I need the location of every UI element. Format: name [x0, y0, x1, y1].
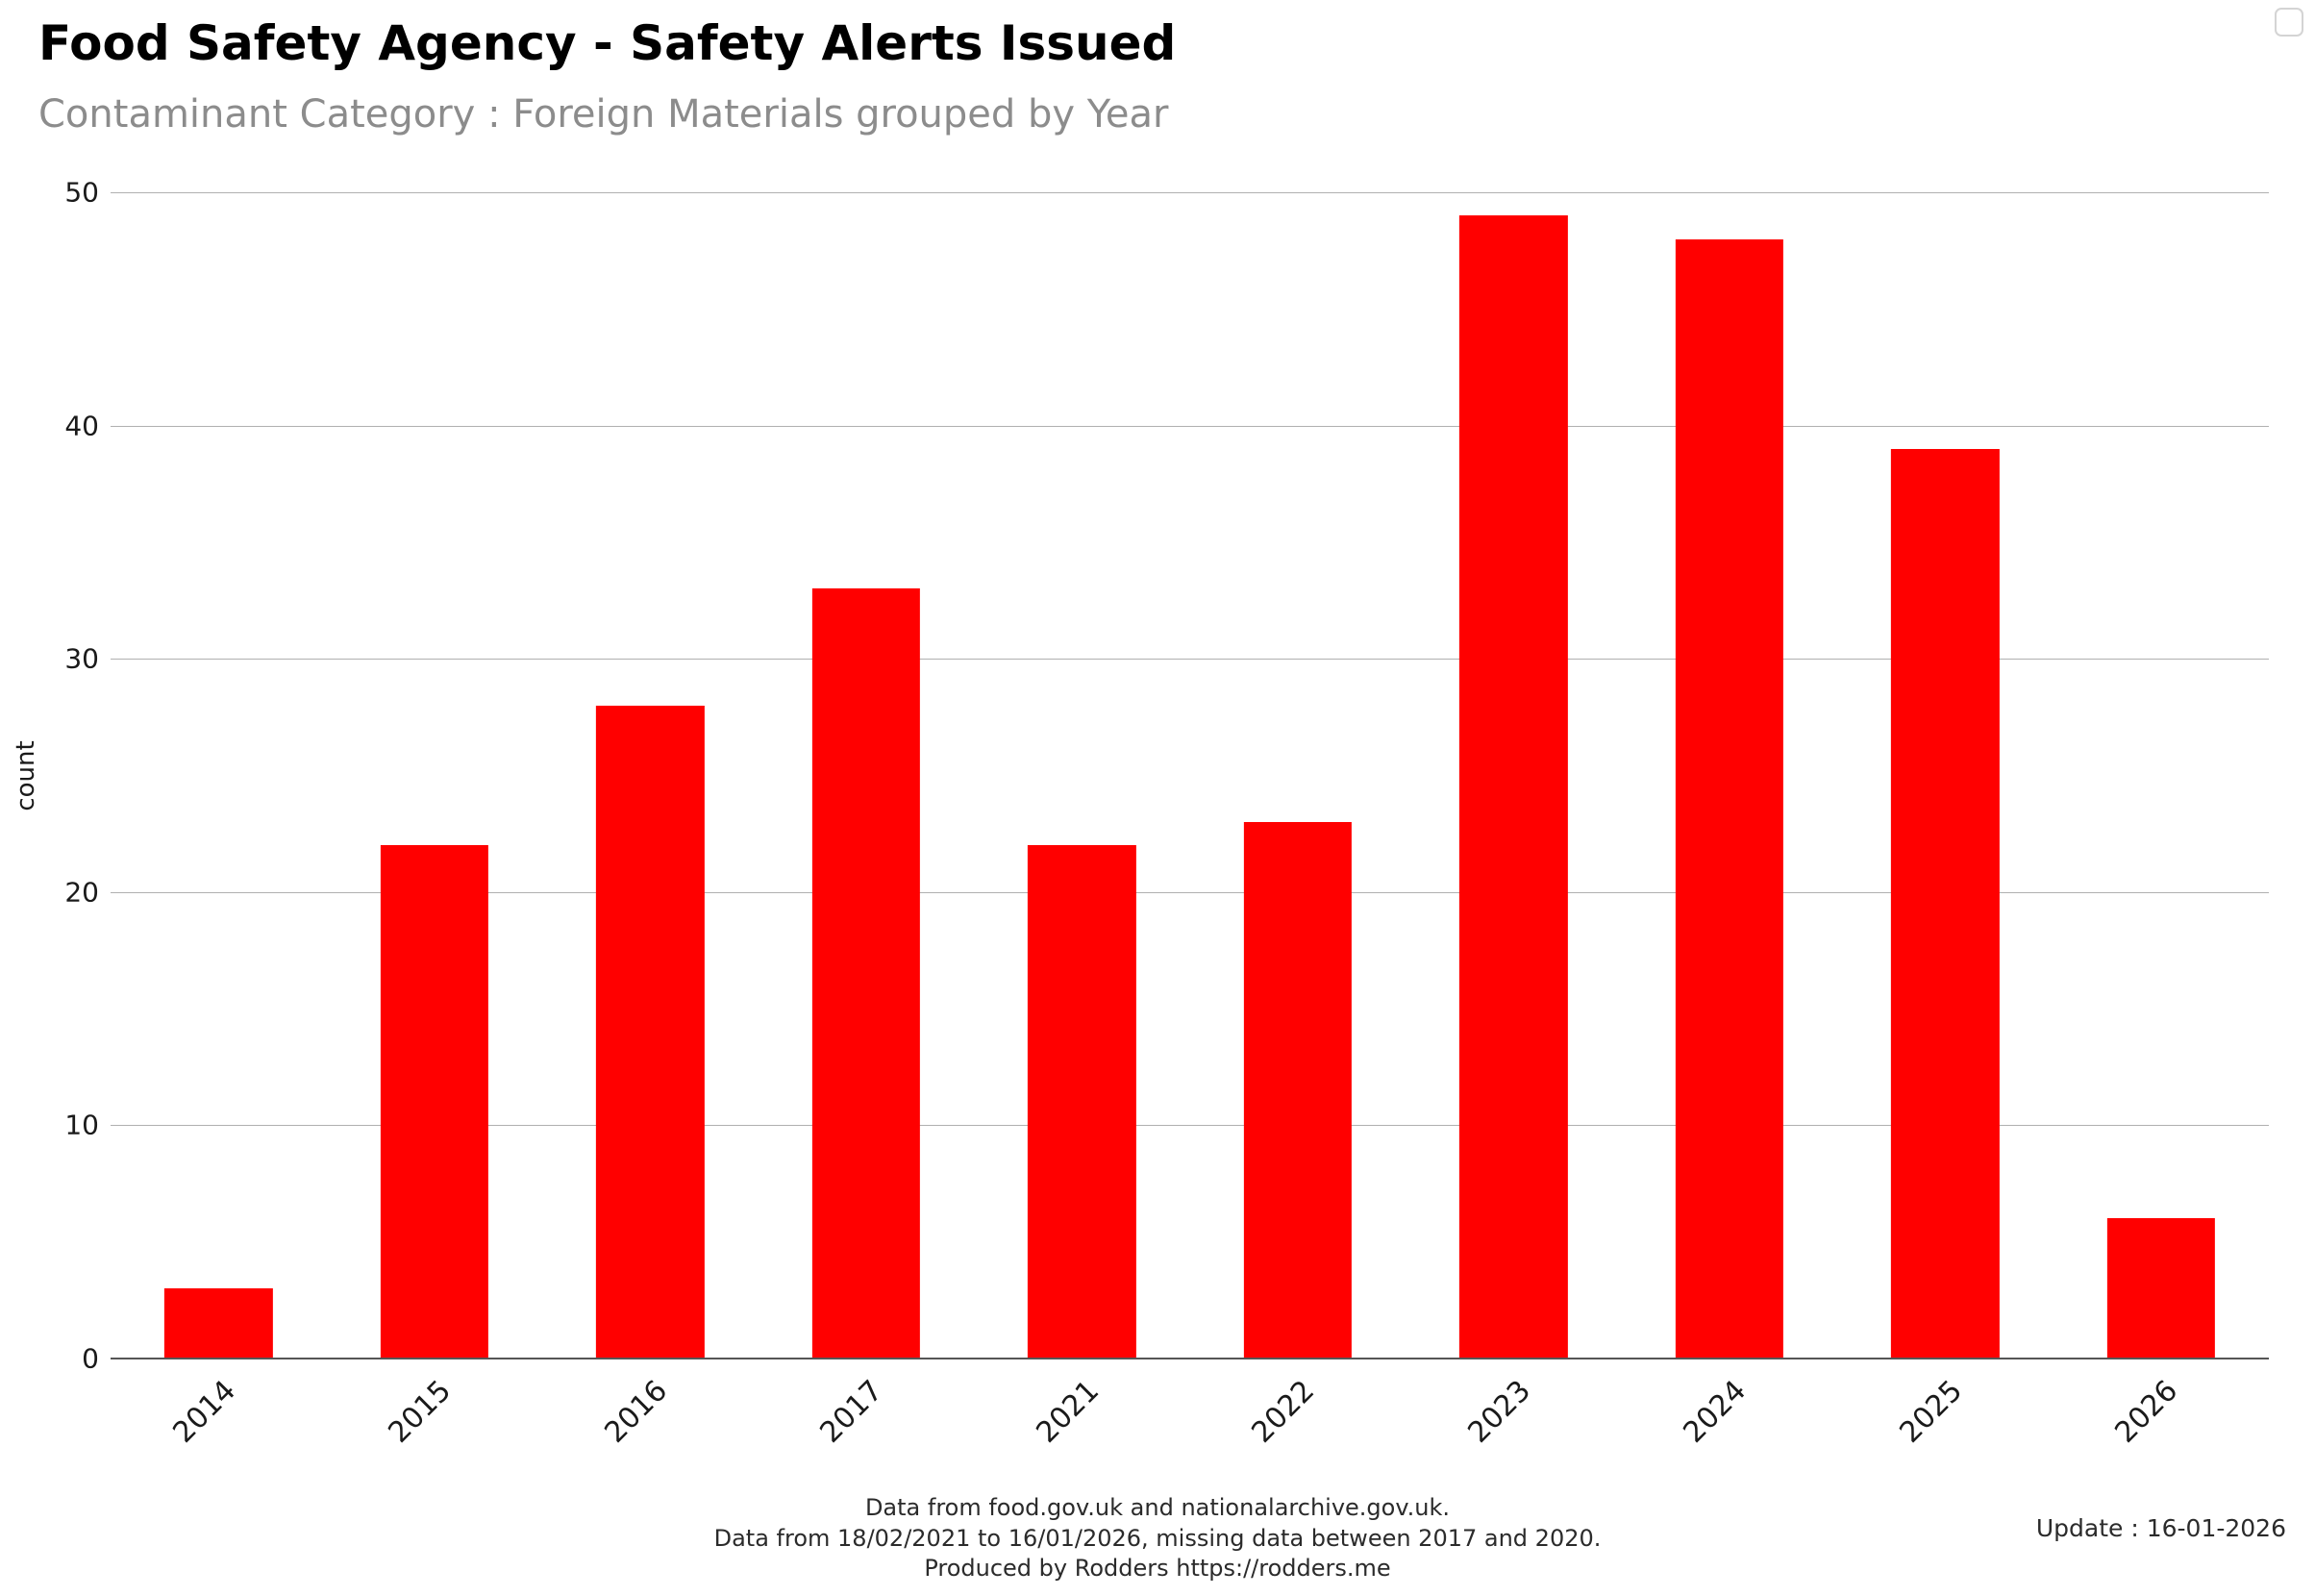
gridline-30: [111, 659, 2269, 661]
y-axis-labels: 0 10 20 30 40 50: [36, 177, 99, 1375]
y-tick-label-10: 10: [64, 1109, 99, 1141]
y-tick-label-40: 40: [64, 410, 99, 442]
bar-2026: [2106, 1218, 2215, 1359]
y-axis-title: count: [12, 739, 40, 811]
bar-2022: [1243, 822, 1352, 1359]
gridline-50: [111, 192, 2269, 193]
footer-line-2: Data from 18/02/2021 to 16/01/2026, miss…: [713, 1524, 1602, 1552]
y-tick-label-30: 30: [64, 642, 99, 675]
gridline-20: [111, 891, 2269, 893]
x-tick-label-2017: 2017: [813, 1374, 890, 1450]
x-tick-label-2025: 2025: [1893, 1374, 1969, 1450]
x-axis-line: [111, 1358, 2269, 1359]
bar-2021: [1028, 845, 1136, 1359]
y-tick-label-50: 50: [64, 176, 99, 209]
x-tick-label-2015: 2015: [382, 1374, 459, 1450]
x-tick-label-2022: 2022: [1245, 1374, 1322, 1450]
x-axis-labels: 2014 2015 2016 2017 2021 2022 2023 2024 2025 2026: [111, 1359, 2269, 1474]
bar-2016: [596, 705, 705, 1359]
gridline-10: [111, 1125, 2269, 1127]
plot-area: 0 10 20 30 40 50 2014 2015 2016 2017 2021 2022 2023…: [12, 177, 2269, 1450]
x-tick-label-2026: 2026: [2108, 1374, 2185, 1450]
footer-line-3: Produced by Rodders https://rodders.me: [924, 1555, 1391, 1583]
bar-2025: [1891, 448, 2000, 1359]
chart-subtitle: Contaminant Category : Foreign Materials…: [38, 92, 1169, 137]
bar-2024: [1675, 238, 1783, 1359]
bar-2017: [811, 588, 920, 1359]
bar-2015: [380, 845, 488, 1359]
x-tick-label-2014: 2014: [166, 1374, 242, 1450]
chart-title: Food Safety Agency - Safety Alerts Issue…: [38, 15, 1177, 71]
gridlines: [111, 192, 2269, 1359]
bar-2023: [1459, 215, 1568, 1359]
x-tick-label-2024: 2024: [1677, 1374, 1754, 1450]
y-tick-label-0: 0: [82, 1342, 99, 1375]
footer-line-1: Data from food.gov.uk and nationalarchiv…: [864, 1493, 1451, 1521]
x-tick-label-2021: 2021: [1030, 1374, 1106, 1450]
bars: [111, 192, 2269, 1359]
x-tick-label-2016: 2016: [598, 1374, 674, 1450]
update-note: Update : 16-01-2026: [2035, 1514, 2286, 1542]
bar-2014: [164, 1288, 273, 1359]
gridline-40: [111, 425, 2269, 427]
footer: Data from food.gov.uk and nationalarchiv…: [0, 1493, 2315, 1584]
legend-box: [2275, 8, 2303, 37]
x-tick-label-2023: 2023: [1461, 1374, 1537, 1450]
y-tick-label-20: 20: [64, 876, 99, 909]
